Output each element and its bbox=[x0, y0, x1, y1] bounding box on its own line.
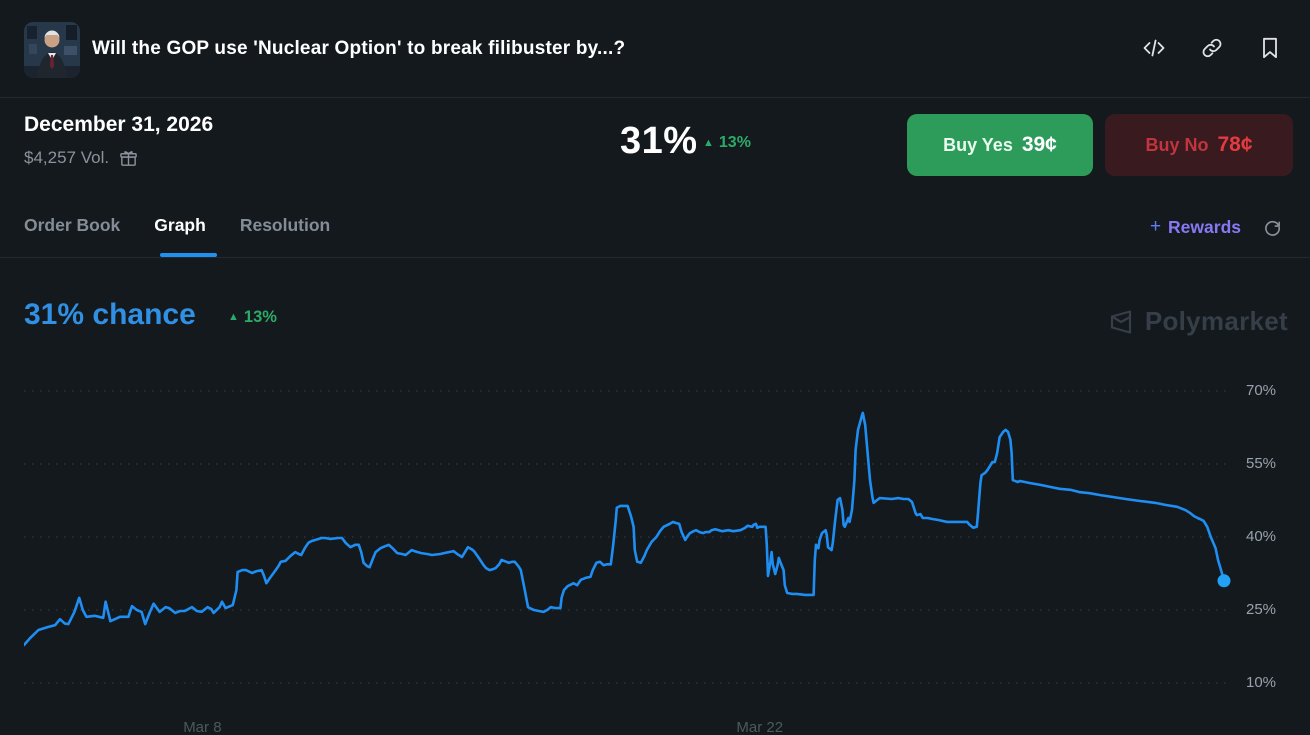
market-end-date: December 31, 2026 bbox=[24, 113, 214, 136]
buy-no-label: Buy No bbox=[1145, 134, 1209, 155]
y-axis-tick: 70% bbox=[1246, 382, 1277, 399]
header-actions bbox=[1142, 36, 1282, 60]
y-axis-tick: 10% bbox=[1246, 674, 1277, 691]
y-axis-tick: 55% bbox=[1246, 455, 1277, 472]
arrow-up-icon: ▲ bbox=[703, 136, 714, 149]
probability-chart-svg[interactable] bbox=[24, 370, 1232, 700]
bookmark-icon[interactable] bbox=[1258, 36, 1282, 60]
market-chance-pct: 31% bbox=[620, 120, 698, 162]
gift-icon[interactable] bbox=[119, 149, 138, 168]
tab-resolution[interactable]: Resolution bbox=[239, 215, 331, 235]
tabs-divider bbox=[0, 257, 1310, 258]
market-change: ▲ 13% bbox=[703, 134, 751, 152]
buy-no-button[interactable]: Buy No 78¢ bbox=[1105, 114, 1293, 176]
buy-yes-button[interactable]: Buy Yes 39¢ bbox=[907, 114, 1093, 176]
y-axis-tick: 25% bbox=[1246, 601, 1277, 618]
chart-change: ▲ 13% bbox=[228, 308, 277, 327]
volume-row: $4,257 Vol. bbox=[24, 148, 138, 168]
refresh-icon[interactable] bbox=[1263, 218, 1282, 237]
embed-code-icon[interactable] bbox=[1142, 36, 1166, 60]
active-tab-indicator bbox=[160, 253, 217, 257]
arrow-up-icon: ▲ bbox=[228, 311, 239, 323]
buy-yes-label: Buy Yes bbox=[943, 134, 1013, 155]
watermark-text: Polymarket bbox=[1144, 306, 1288, 336]
polymarket-watermark: Polymarket bbox=[1107, 306, 1288, 337]
current-price-dot bbox=[1217, 574, 1231, 588]
tab-bar: Order Book Graph Resolution bbox=[24, 215, 330, 250]
avatar-photo-placeholder bbox=[24, 22, 80, 78]
change-value: 13% bbox=[718, 134, 751, 151]
rewards-label: Rewards bbox=[1168, 216, 1241, 237]
plus-icon: + bbox=[1149, 216, 1162, 237]
polymarket-logo-icon bbox=[1110, 309, 1131, 334]
market-volume: $4,257 Vol. bbox=[24, 148, 110, 167]
copy-link-icon[interactable] bbox=[1200, 36, 1224, 60]
tab-graph[interactable]: Graph bbox=[154, 215, 206, 235]
tab-order-book[interactable]: Order Book bbox=[24, 215, 121, 235]
market-title: Will the GOP use 'Nuclear Option' to bre… bbox=[92, 38, 626, 59]
buy-yes-price: 39¢ bbox=[1021, 133, 1057, 156]
price-line bbox=[24, 411, 1226, 647]
rewards-button[interactable]: + Rewards bbox=[1150, 216, 1241, 238]
market-avatar bbox=[24, 22, 80, 78]
x-axis-tick: Mar 8 bbox=[183, 719, 222, 735]
chart-change-value: 13% bbox=[243, 308, 277, 326]
chart-chance-text: 31% chance bbox=[24, 298, 196, 331]
buy-no-price: 78¢ bbox=[1217, 133, 1253, 156]
y-axis-tick: 40% bbox=[1246, 528, 1277, 545]
header-divider bbox=[0, 97, 1310, 98]
tab-bar-actions: + Rewards bbox=[1150, 216, 1282, 238]
x-axis-tick: Mar 22 bbox=[736, 719, 784, 735]
